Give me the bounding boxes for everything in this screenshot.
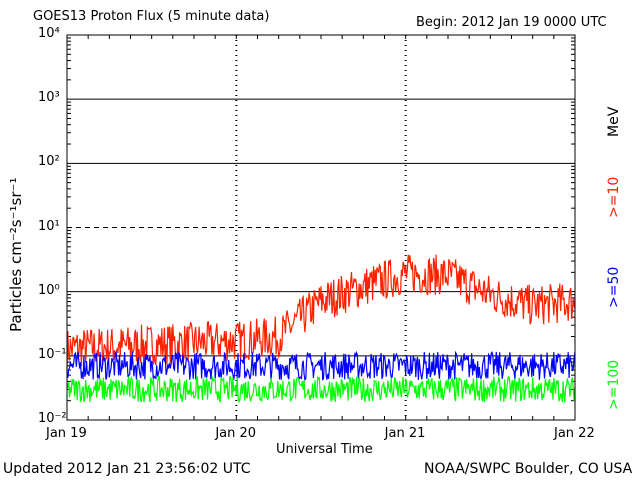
plot-frame — [66, 34, 576, 421]
series-line-ge10 — [66, 254, 576, 370]
updated-timestamp: Updated 2012 Jan 21 23:56:02 UTC — [3, 461, 251, 477]
y-tick-label: 10² — [38, 154, 60, 170]
legend-ge50: >=50 — [606, 266, 622, 308]
x-tick-label: Jan 22 — [554, 426, 595, 441]
x-axis-label: Universal Time — [276, 442, 373, 457]
x-tick-label: Jan 20 — [215, 426, 257, 441]
series-line-ge100 — [66, 375, 576, 404]
gridlines — [67, 35, 575, 420]
y-tick-label: 10³ — [38, 90, 60, 106]
legend-ge100: >=100 — [606, 359, 622, 410]
y-tick-label: 10⁴ — [38, 26, 60, 41]
y-tick-label: 10⁰ — [38, 282, 60, 298]
legend-ge10: >=10 — [606, 176, 622, 218]
chart-title: GOES13 Proton Flux (5 minute data) — [33, 9, 270, 24]
x-tick-label: Jan 21 — [384, 426, 426, 441]
y-tick-label: 10⁻² — [38, 411, 67, 426]
x-tick-label: Jan 19 — [46, 426, 87, 441]
y-axis-label: Particles cm⁻²s⁻¹sr⁻¹ — [7, 177, 25, 332]
y-tick-label: 10¹ — [38, 218, 60, 234]
series-lines — [66, 254, 576, 404]
begin-time: Begin: 2012 Jan 19 0000 UTC — [416, 15, 607, 30]
series-line-ge50 — [66, 350, 576, 382]
credit-text: NOAA/SWPC Boulder, CO USA — [424, 461, 633, 477]
y-tick-label: 10⁻¹ — [38, 346, 67, 362]
legend-unit-label: MeV — [606, 106, 622, 137]
